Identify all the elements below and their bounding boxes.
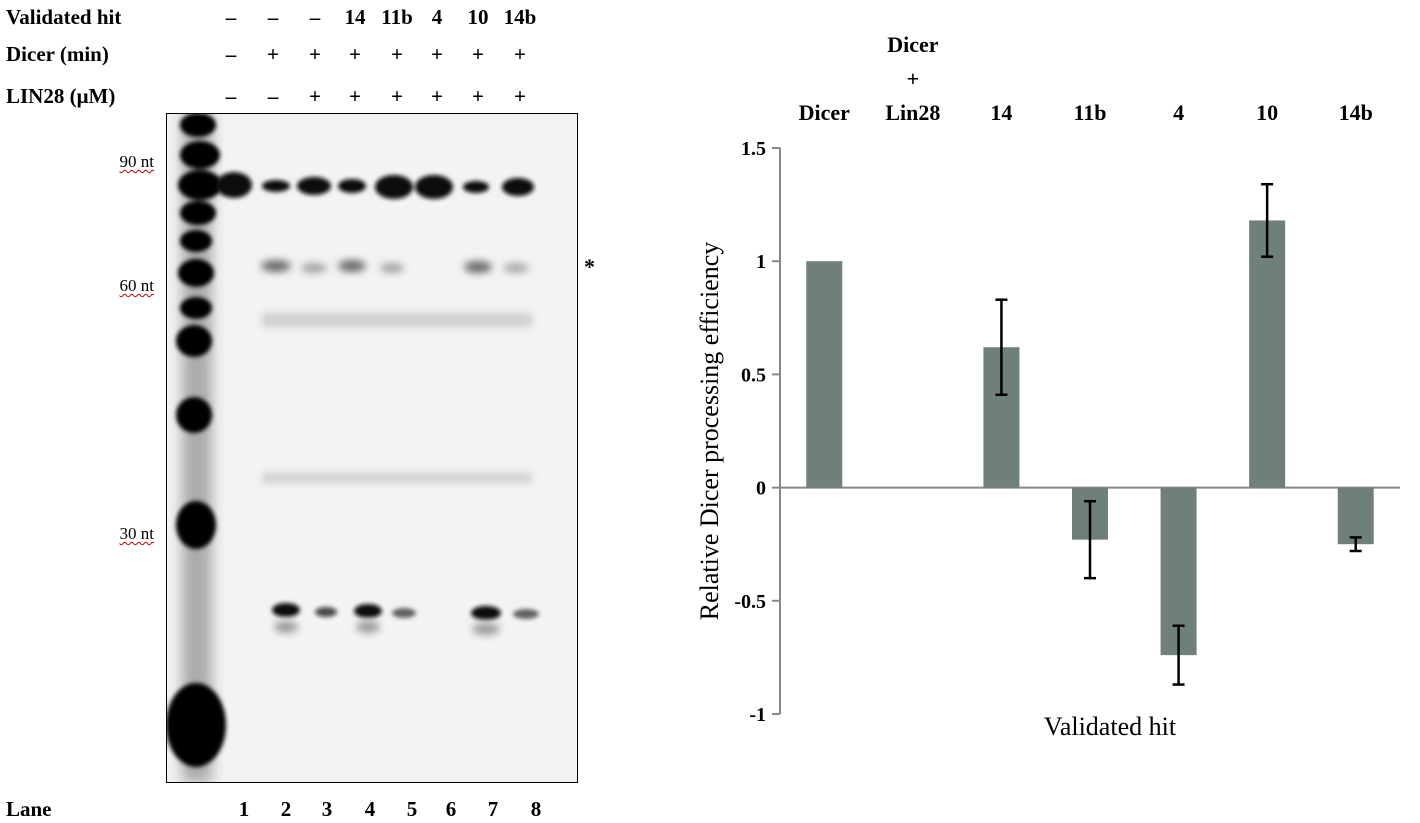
lane1-band (216, 172, 252, 198)
marker-60nt: 60 nt (119, 276, 154, 295)
row-label-validated-hit: Validated hit (6, 5, 122, 29)
lane-number: 3 (321, 797, 333, 821)
condition-cell: 14b (503, 5, 537, 29)
bar (806, 261, 843, 488)
y-tick-label: 1 (756, 251, 766, 273)
x-axis-title: Validated hit (1044, 712, 1177, 741)
condition-cell: 11b (381, 5, 413, 29)
error-bar (1172, 624, 1185, 686)
lane-number: 2 (280, 797, 292, 821)
condition-cell: – (225, 42, 237, 66)
condition-cell: + (349, 84, 361, 108)
lane-number: 7 (487, 797, 499, 821)
error-bar (1261, 182, 1274, 258)
condition-cell: 10 (467, 5, 489, 29)
y-axis-ticks: -1 -0.5 0 0.5 1 1.5 (734, 138, 780, 726)
asterisk-marker: * (584, 254, 595, 279)
y-tick-label: -0.5 (734, 591, 766, 613)
condition-cell: + (472, 84, 484, 108)
condition-cell: + (514, 84, 526, 108)
bars (806, 220, 1374, 656)
intermediate-bands (261, 260, 529, 273)
category-label: 14 (990, 100, 1012, 125)
condition-cell: 14 (344, 5, 366, 29)
marker-90nt: 90 nt (119, 152, 154, 171)
bar (1337, 487, 1374, 545)
category-label: 11b (1073, 100, 1106, 125)
error-bars (995, 182, 1362, 686)
condition-cell: + (431, 84, 443, 108)
condition-cell: + (349, 42, 361, 66)
lane-title: Lane (6, 797, 52, 821)
y-axis-title: Relative Dicer processing efficiency (695, 242, 724, 621)
condition-cell: + (309, 42, 321, 66)
gel-image (166, 113, 578, 783)
product-shadow (274, 621, 500, 635)
condition-cell: – (225, 84, 237, 108)
condition-cell: + (431, 42, 443, 66)
error-bar (995, 298, 1008, 397)
condition-cell: + (391, 42, 403, 66)
lane-number: 1 (238, 797, 250, 821)
condition-cell: + (472, 42, 484, 66)
lane-number: 5 (406, 797, 418, 821)
y-tick-label: 1.5 (741, 138, 766, 160)
error-bar (1349, 536, 1362, 553)
category-label: 14b (1339, 100, 1373, 125)
ladder-bands (166, 113, 226, 767)
bar (1249, 220, 1286, 488)
category-label: 4 (1173, 100, 1184, 125)
y-tick-label: 0.5 (741, 364, 766, 386)
product-bands (272, 603, 539, 620)
error-bar (1084, 499, 1096, 580)
faint-smears (262, 313, 532, 483)
condition-cell: – (225, 5, 237, 29)
lane-number: 8 (530, 797, 542, 821)
condition-cell: + (267, 42, 279, 66)
precursor-bands (262, 175, 534, 199)
bar-chart: Dicer Dicer + Lin28 14 11b 4 10 14b -1 -0.5 0 0.5 1 1… (695, 32, 1400, 741)
condition-cell: – (267, 5, 279, 29)
y-tick-label: -1 (749, 704, 766, 726)
marker-30nt: 30 nt (119, 524, 154, 543)
condition-cell: – (309, 5, 321, 29)
lane-number: 6 (445, 797, 457, 821)
gel-frame (166, 113, 578, 783)
y-tick-label: 0 (756, 478, 766, 500)
condition-cell: + (391, 84, 403, 108)
row-label-lin28: LIN28 (μM) (6, 84, 116, 108)
category-label: Dicer (799, 100, 851, 125)
lane-number: 4 (364, 797, 376, 821)
condition-cell: + (514, 42, 526, 66)
category-labels: Dicer Dicer + Lin28 14 11b 4 10 14b (799, 32, 1373, 125)
category-label: 10 (1256, 100, 1278, 125)
condition-cell: + (309, 84, 321, 108)
condition-cell: – (267, 84, 279, 108)
condition-cell: 4 (431, 5, 443, 29)
category-label: Dicer + Lin28 (885, 32, 940, 125)
row-label-dicer: Dicer (min) (6, 42, 109, 66)
